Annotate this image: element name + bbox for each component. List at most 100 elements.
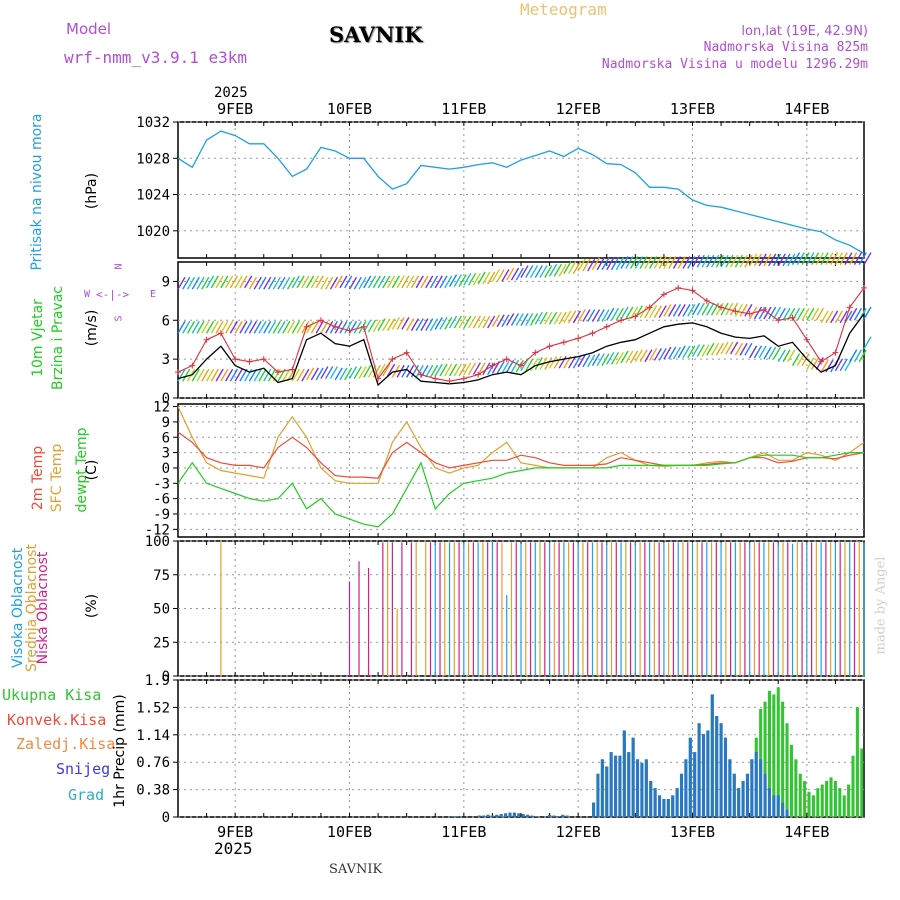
wind-barb-lower-18-1 xyxy=(439,363,448,377)
wind-barb-lower-14-0 xyxy=(377,363,386,377)
wind-barb-middle-1-2 xyxy=(201,320,210,334)
model-name: wrf-nmm_v3.9.1 e3km xyxy=(64,48,248,67)
wind-barb-middle-35-0 xyxy=(677,304,686,317)
wind-barb-middle-6-0 xyxy=(263,320,272,334)
wind-barb-middle-9-2 xyxy=(315,320,324,334)
bottom-day-label-0: 9FEB xyxy=(217,823,253,841)
wind-barb-middle-18-2 xyxy=(444,316,453,330)
wind-barb-lower-14-2 xyxy=(387,363,396,377)
precip-legend-freezing: Zaledj.Kisa xyxy=(16,735,116,753)
wind-barb-middle-39-2 xyxy=(744,304,753,317)
precip-total-bar-142 xyxy=(803,780,807,817)
wind-barb-middle-46-1 xyxy=(839,310,848,324)
compass-arrows: <-|-> xyxy=(96,288,130,301)
wind-barb-lower-15-1 xyxy=(396,364,405,378)
wind-barb-upper-36-1 xyxy=(696,254,705,268)
wind-barb-middle-26-0 xyxy=(548,311,558,325)
wind-barb-upper-36-2 xyxy=(701,254,710,268)
wind-barb-middle-19-1 xyxy=(453,315,462,329)
wind-barb-middle-17-1 xyxy=(425,318,434,332)
wind-barb-lower-5-1 xyxy=(253,368,262,382)
wind-gust-marker-17 xyxy=(417,371,424,378)
precip-total-bar-152 xyxy=(847,784,851,817)
ytick-label-temperature-6: 6 xyxy=(162,430,170,446)
wind-barb-middle-33-2 xyxy=(658,305,667,319)
wind-barb-upper-9-0 xyxy=(306,275,315,289)
wind-barb-lower-33-2 xyxy=(658,348,667,361)
wind-barb-lower-2-2 xyxy=(215,368,224,382)
wind-barb-middle-47-0 xyxy=(849,307,858,321)
wind-barb-lower-44-0 xyxy=(806,357,815,370)
wind-barb-middle-27-0 xyxy=(563,310,572,324)
wind-barb-upper-24-0 xyxy=(520,265,529,278)
wind-barb-middle-15-1 xyxy=(396,316,405,330)
wind-barb-upper-16-2 xyxy=(415,275,424,289)
wind-barb-middle-17-2 xyxy=(429,318,439,332)
wind-barb-lower-34-0 xyxy=(663,346,672,360)
wind-barb-middle-34-2 xyxy=(672,304,682,317)
wind-barb-upper-23-2 xyxy=(515,267,524,281)
wind-barb-middle-26-2 xyxy=(558,311,567,325)
wind-barb-upper-18-0 xyxy=(434,275,443,289)
wind-barb-upper-48-0 xyxy=(863,252,872,265)
wind-barb-middle-34-0 xyxy=(663,304,672,317)
wind-barb-upper-13-2 xyxy=(372,275,381,289)
wind-barb-middle-28-2 xyxy=(587,309,596,322)
wind-barb-upper-20-0 xyxy=(463,272,472,286)
precip-snow-bar-112 xyxy=(671,795,675,817)
wind-barb-middle-3-1 xyxy=(225,320,234,334)
ytick-label-cloud-3: 75 xyxy=(153,568,170,584)
wind-barb-lower-35-1 xyxy=(682,345,691,359)
wind-barb-upper-19-0 xyxy=(448,274,458,287)
wind-barb-lower-29-1 xyxy=(596,353,605,366)
wind-barb-lower-47-0 xyxy=(849,349,858,363)
wind-barb-lower-1-0 xyxy=(191,368,200,382)
wind-barb-upper-21-1 xyxy=(482,271,491,285)
ytick-label-temperature-0: -12 xyxy=(145,522,170,538)
wind-barb-middle-22-0 xyxy=(491,314,501,328)
precip-snow-bar-103 xyxy=(631,737,635,817)
wind-barb-lower-4-0 xyxy=(234,368,243,382)
wind-barb-upper-23-1 xyxy=(510,267,520,281)
wind-gust-marker-8 xyxy=(289,366,296,373)
precip-total-bar-149 xyxy=(833,780,837,817)
wind-barb-middle-0-1 xyxy=(182,320,191,334)
wind-barb-lower-42-1 xyxy=(782,349,791,363)
wind-barb-middle-22-2 xyxy=(501,314,510,328)
wind-barb-upper-22-1 xyxy=(496,269,505,282)
wind-barb-upper-38-1 xyxy=(725,254,734,268)
wind-barb-middle-30-2 xyxy=(615,307,624,321)
precip-snow-bar-80 xyxy=(530,815,534,817)
precip-snow-bar-116 xyxy=(688,737,692,817)
wind-barb-lower-46-0 xyxy=(834,358,844,372)
precip-snow-bar-138 xyxy=(785,809,789,817)
wind-barb-upper-34-0 xyxy=(663,256,672,269)
wind-barb-middle-2-0 xyxy=(205,320,215,334)
wind-barb-middle-42-1 xyxy=(782,307,791,321)
precip-total-bar-143 xyxy=(807,791,811,817)
wind-gust-marker-33 xyxy=(646,304,653,311)
precip-snow-bar-68 xyxy=(477,815,481,817)
precip-snow-bar-73 xyxy=(499,814,503,817)
wind-barb-middle-12-0 xyxy=(348,320,358,334)
wind-barb-lower-9-2 xyxy=(315,367,324,381)
precip-snow-bar-118 xyxy=(697,723,701,817)
top-day-label-4: 13FEB xyxy=(670,100,715,118)
wind-gust-marker-25 xyxy=(532,349,539,356)
wind-barb-middle-2-2 xyxy=(215,320,224,334)
ytick-label-wind-0: 0 xyxy=(162,391,170,407)
wind-barb-middle-2-1 xyxy=(210,320,219,334)
wind-barb-middle-45-0 xyxy=(820,310,829,324)
wind-barb-lower-29-0 xyxy=(591,353,601,366)
wind-barb-lower-2-0 xyxy=(205,368,215,382)
wind-barb-lower-13-1 xyxy=(367,364,377,378)
wind-barb-upper-27-0 xyxy=(563,261,572,275)
wind-barb-lower-24-2 xyxy=(529,358,539,372)
precip-snow-bar-111 xyxy=(666,798,670,817)
wind-barb-upper-29-1 xyxy=(596,257,605,271)
wind-gust-marker-48 xyxy=(861,284,867,291)
precip-total-bar-134 xyxy=(767,690,771,817)
wind-barb-lower-33-1 xyxy=(653,348,662,361)
wind-barb-middle-39-1 xyxy=(739,304,748,317)
wind-barb-middle-30-0 xyxy=(606,307,615,321)
